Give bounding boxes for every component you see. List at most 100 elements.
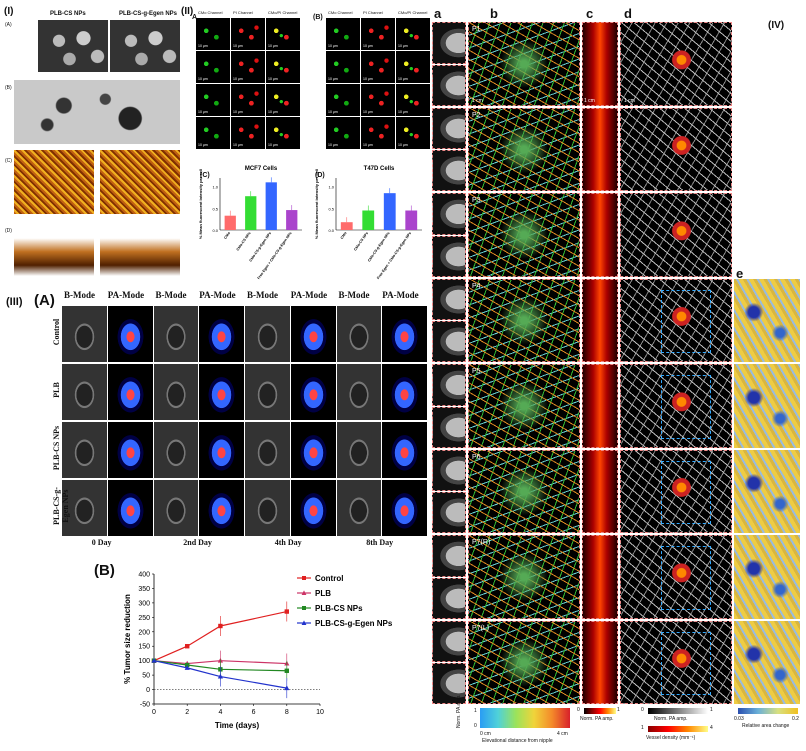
data-point	[184, 665, 190, 670]
pa-side-view	[582, 107, 618, 191]
x-tick-label: 10	[316, 709, 324, 716]
sub-label-a: (A)	[5, 22, 12, 28]
mammogram-top	[432, 535, 466, 577]
scale-bar-label: 10 μm	[398, 44, 408, 48]
confocal-col-title: PI Channel	[233, 10, 253, 15]
pa-mode-image	[290, 306, 336, 362]
roi-box	[661, 289, 711, 353]
panel-III-label: (III)	[6, 296, 23, 308]
scale-bar-label: 10 μm	[268, 44, 278, 48]
afm-image-2	[100, 150, 180, 214]
cb2-lo: 0	[577, 707, 580, 713]
b-mode-image	[62, 306, 107, 362]
legend-label: PLB-CS NPs	[315, 604, 363, 613]
confocal-image: 10 μm	[361, 84, 395, 116]
b-mode-image	[153, 364, 199, 420]
x-axis-label: Time (days)	[215, 721, 260, 730]
b-mode-image	[336, 364, 382, 420]
legend-marker	[301, 590, 307, 595]
pa-mode-image	[199, 306, 244, 362]
category-label: Free Egen + CMo-CS-g-Egen NPs	[257, 231, 293, 280]
legend-label: PLB-CS-g-Egen NPs	[315, 619, 393, 628]
confocal-image: 10 μm	[231, 117, 265, 149]
cb2-title: Norm. PA amp.	[580, 716, 614, 722]
cb1-min: 0 cm	[480, 731, 491, 737]
pa-vessel-image: P5	[468, 364, 580, 448]
category-label: CMo-CS NPs	[236, 231, 252, 251]
sem-image-plb-cs	[38, 20, 108, 72]
x-tick-label: 0	[152, 709, 156, 716]
pa-vessel-image: P2	[468, 107, 580, 191]
bar	[245, 196, 257, 230]
data-point	[185, 662, 190, 668]
relative-area-map	[734, 535, 800, 619]
scale-bar-label: 10 μm	[328, 44, 338, 48]
confocal-image: 10 μm	[196, 51, 230, 83]
category-label: CMo-CS-g-Egen NPs	[367, 231, 391, 262]
confocal-image: 10 μm	[326, 84, 360, 116]
bar-chart-t47d: T47D Cells 0.0 0.5 1.0 % Mean fluorescent in…	[314, 166, 422, 280]
mammogram-bottom	[432, 150, 466, 191]
y-tick-label: 200	[138, 629, 150, 636]
pa-vessel-image: P4	[468, 278, 580, 362]
data-point	[218, 623, 223, 629]
confocal-col-title: PI Channel	[363, 10, 383, 15]
pa-mode-image	[290, 364, 336, 420]
roi-box	[661, 546, 711, 610]
tem-image	[14, 80, 180, 144]
cb1-lo: 0	[474, 723, 477, 729]
x-tick-label: 6	[252, 709, 256, 716]
mammogram-bottom	[432, 577, 466, 619]
pa-density-image	[620, 449, 732, 533]
confocal-col-title: CMo Channel	[328, 10, 353, 15]
pa-mode-header: PA-Mode	[290, 290, 328, 300]
bar-chart-mcf7: MCF7 Cells 0.0 0.5 1.0 % Mean fluorescent in…	[198, 166, 302, 280]
confocal-image: 10 μm	[266, 117, 300, 149]
pa-density-image	[620, 364, 732, 448]
cb3-title: Norm. PA amp.	[654, 716, 688, 722]
series-line	[153, 660, 287, 665]
pa-vessel-image: P7(L)	[468, 620, 580, 704]
patient-label: P7(R)	[472, 539, 491, 546]
scale-bar-label: 10 μm	[268, 110, 278, 114]
scale-bar-label: 10 μm	[398, 143, 408, 147]
pa-vessel-image: P1	[468, 22, 580, 106]
confocal-image: 10 μm	[361, 117, 395, 149]
b-mode-image	[245, 364, 290, 420]
data-point	[151, 657, 157, 663]
mammogram-top	[432, 193, 466, 235]
y-tick-label: 1.0	[212, 185, 218, 190]
panel-I-label: (I)	[4, 6, 14, 17]
mammogram-top	[432, 364, 466, 406]
bar	[340, 222, 353, 230]
mammogram-top	[432, 278, 466, 321]
roi-box	[661, 460, 711, 524]
confocal-row-label: Free CMo	[187, 18, 191, 35]
afm-3d-1	[14, 222, 94, 276]
b-mode-image	[153, 480, 199, 536]
data-point	[284, 685, 290, 691]
chart-title: T47D Cells	[364, 166, 395, 172]
pa-mode-image	[382, 422, 427, 478]
scale-label: 1 cm	[624, 97, 635, 104]
confocal-image: 10 μm	[326, 18, 360, 50]
legend-label: PLB	[315, 589, 331, 598]
mammogram-top	[432, 449, 466, 492]
mammogram-top	[432, 22, 466, 64]
relative-area-map	[734, 278, 800, 362]
b-mode-image	[62, 422, 107, 478]
b-mode-image	[336, 306, 382, 362]
confocal-image: 10 μm	[396, 117, 430, 149]
category-label: CMo-CS-g-Egen NPs	[249, 231, 273, 262]
day-label: 8th Day	[366, 538, 394, 547]
mammogram-bottom	[432, 492, 466, 533]
b-mode-header: B-Mode	[155, 290, 187, 300]
bar	[224, 215, 236, 230]
pa-density-image	[620, 193, 732, 277]
pa-density-image	[620, 22, 732, 106]
confocal-image: 10 μm	[196, 84, 230, 116]
pa-side-view	[582, 620, 618, 704]
bar	[265, 182, 277, 230]
scale-bar-label: 10 μm	[198, 77, 208, 81]
scale-bar-label: 10 μm	[268, 77, 278, 81]
